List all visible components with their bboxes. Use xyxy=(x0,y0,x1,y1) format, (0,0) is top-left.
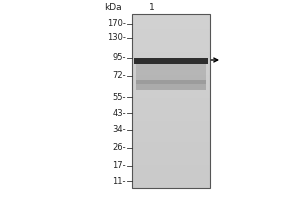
Bar xyxy=(132,66,210,70)
Bar xyxy=(132,124,210,128)
Bar xyxy=(132,153,210,157)
Bar xyxy=(132,142,210,145)
Bar xyxy=(132,20,210,23)
Bar xyxy=(132,144,210,148)
Text: kDa: kDa xyxy=(104,3,121,12)
Bar xyxy=(132,130,210,133)
Bar xyxy=(132,107,210,110)
Bar xyxy=(132,34,210,38)
Bar xyxy=(132,78,210,81)
Bar xyxy=(132,127,210,130)
Bar xyxy=(132,69,210,72)
Text: 11-: 11- xyxy=(112,176,126,186)
Bar xyxy=(132,168,210,171)
Bar xyxy=(136,80,206,90)
Bar xyxy=(132,162,210,165)
Bar xyxy=(132,185,210,188)
Bar xyxy=(132,136,210,139)
Bar xyxy=(132,43,210,46)
Bar xyxy=(132,52,210,55)
Bar xyxy=(132,31,210,35)
Bar xyxy=(132,49,210,52)
Bar xyxy=(132,121,210,125)
Text: 1: 1 xyxy=(148,3,154,12)
Text: 55-: 55- xyxy=(112,92,126,102)
Text: 130-: 130- xyxy=(107,33,126,43)
Bar xyxy=(132,72,210,75)
Bar xyxy=(132,60,210,64)
Bar xyxy=(132,95,210,99)
Bar xyxy=(132,55,210,58)
Bar xyxy=(132,171,210,174)
Bar xyxy=(132,101,210,104)
Text: 17-: 17- xyxy=(112,162,126,170)
Bar xyxy=(132,113,210,116)
Bar xyxy=(132,165,210,168)
Bar xyxy=(132,139,210,142)
Text: 72-: 72- xyxy=(112,72,126,80)
Bar xyxy=(132,58,210,61)
Text: 170-: 170- xyxy=(107,20,126,28)
Text: 34-: 34- xyxy=(112,126,126,134)
Bar xyxy=(132,46,210,49)
Bar xyxy=(132,110,210,113)
Bar xyxy=(132,156,210,160)
Bar xyxy=(132,116,210,119)
Bar xyxy=(132,26,210,29)
Bar xyxy=(132,159,210,162)
Bar xyxy=(132,37,210,41)
Bar xyxy=(132,40,210,44)
Bar xyxy=(132,179,210,183)
Bar xyxy=(132,23,210,26)
Bar xyxy=(134,58,208,64)
Bar xyxy=(132,14,210,17)
Bar xyxy=(132,17,210,20)
Bar xyxy=(132,150,210,154)
Bar xyxy=(132,173,210,177)
Bar xyxy=(132,92,210,96)
Bar xyxy=(132,63,210,67)
Bar xyxy=(132,118,210,122)
Bar xyxy=(132,28,210,32)
Bar xyxy=(132,147,210,151)
Bar xyxy=(132,14,210,188)
Text: 26-: 26- xyxy=(112,144,126,152)
Bar xyxy=(132,176,210,180)
Bar xyxy=(132,104,210,107)
Bar xyxy=(132,182,210,186)
Text: 95-: 95- xyxy=(112,53,126,62)
Bar xyxy=(132,89,210,93)
Bar xyxy=(132,86,210,90)
Bar xyxy=(132,81,210,84)
Bar xyxy=(132,98,210,102)
Bar xyxy=(132,84,210,87)
Bar xyxy=(136,64,206,84)
Text: 43-: 43- xyxy=(112,108,126,117)
Bar xyxy=(132,133,210,136)
Bar xyxy=(132,75,210,78)
